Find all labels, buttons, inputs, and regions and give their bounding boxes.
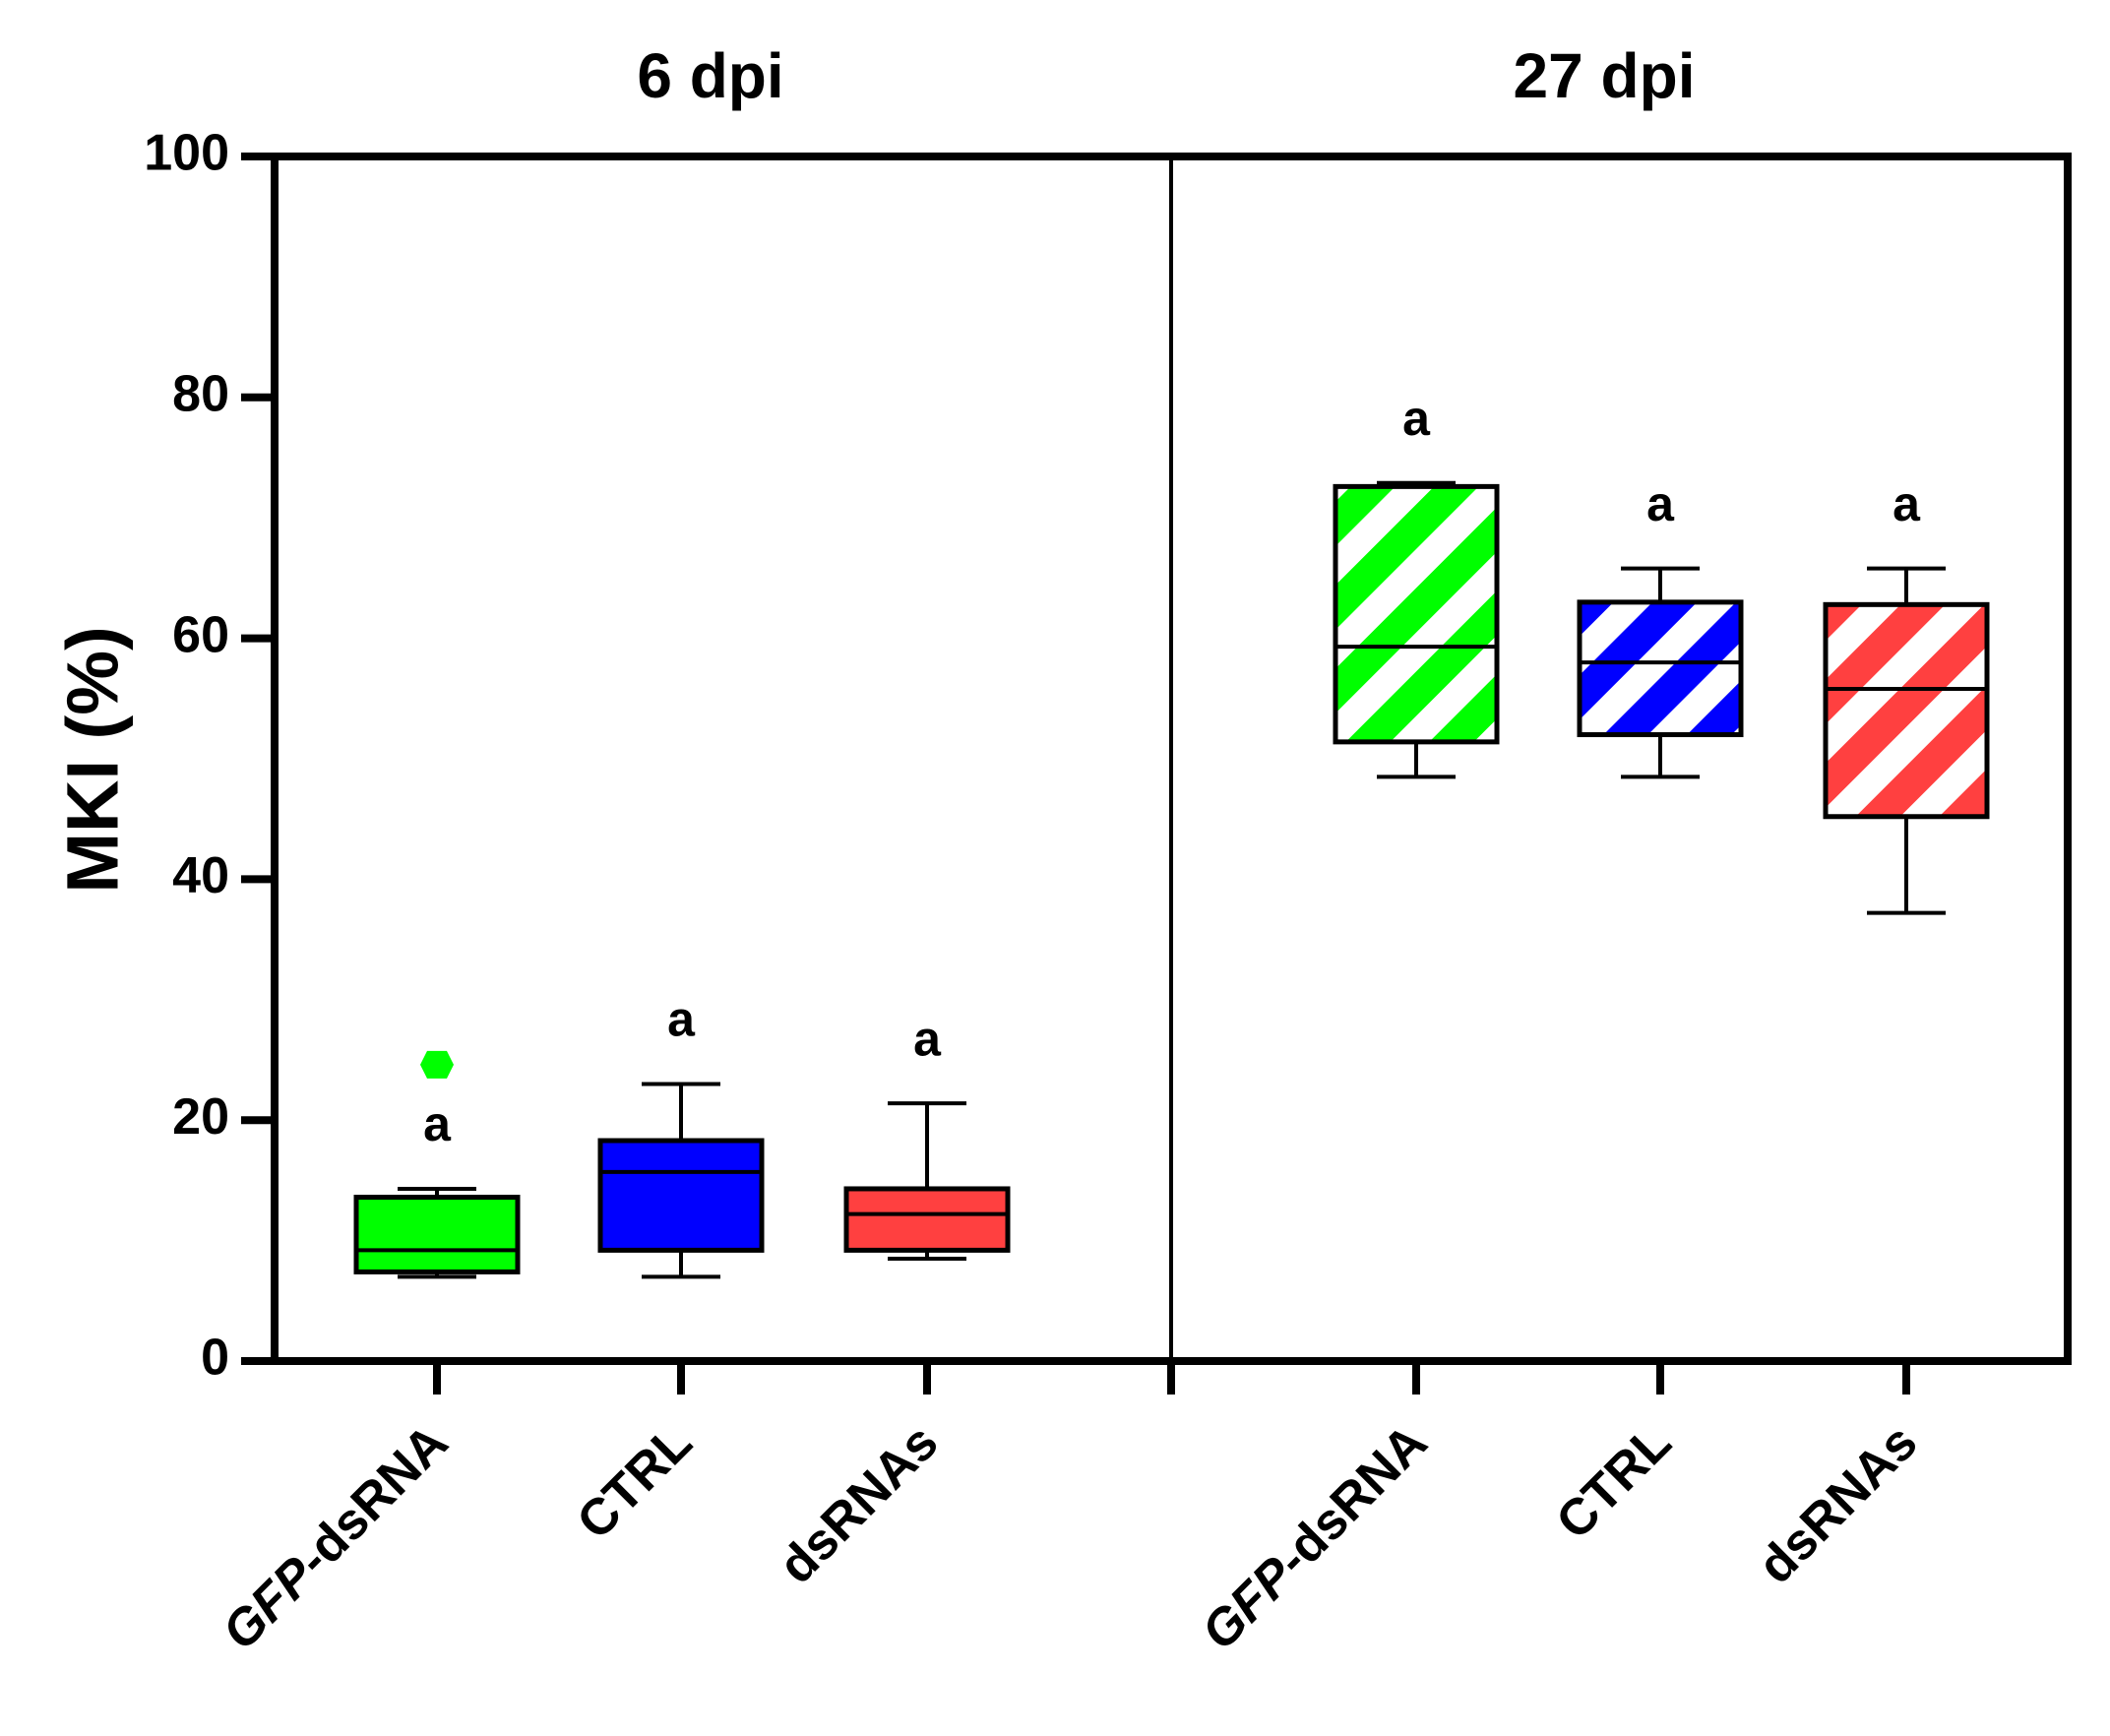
y-tick-label: 0: [201, 1330, 229, 1387]
significance-letter: a: [1402, 391, 1431, 446]
y-tick-label: 40: [172, 847, 229, 904]
box-group-gfp-dsrna: a: [1333, 391, 1500, 779]
y-tick-label: 80: [172, 366, 229, 423]
y-axis-label: MKI (%): [52, 626, 134, 893]
panel-title: 6 dpi: [637, 40, 783, 111]
box: [1823, 601, 1990, 820]
y-tick-label: 100: [144, 125, 229, 182]
plot-frame: [271, 153, 2072, 1365]
box-group-gfp-dsrna: a: [353, 1050, 521, 1279]
y-tick-label: 20: [172, 1088, 229, 1146]
panel-title: 27 dpi: [1514, 40, 1696, 111]
box: [1333, 483, 1500, 745]
significance-letter: a: [1646, 476, 1675, 531]
y-tick-label: 60: [172, 606, 229, 663]
box-group-ctrl: a: [597, 992, 765, 1279]
box-group-dsrnas: a: [1823, 476, 1990, 915]
box-group-dsrnas: a: [843, 1011, 1011, 1261]
box: [1577, 599, 1744, 738]
significance-letter: a: [667, 992, 696, 1047]
box: [843, 1186, 1011, 1253]
significance-letter: a: [913, 1011, 942, 1066]
significance-letter: a: [1893, 476, 1921, 531]
box: [353, 1195, 521, 1274]
box: [597, 1138, 765, 1253]
box-group-ctrl: a: [1577, 476, 1744, 779]
outlier-point: [420, 1050, 454, 1079]
significance-letter: a: [423, 1096, 452, 1151]
